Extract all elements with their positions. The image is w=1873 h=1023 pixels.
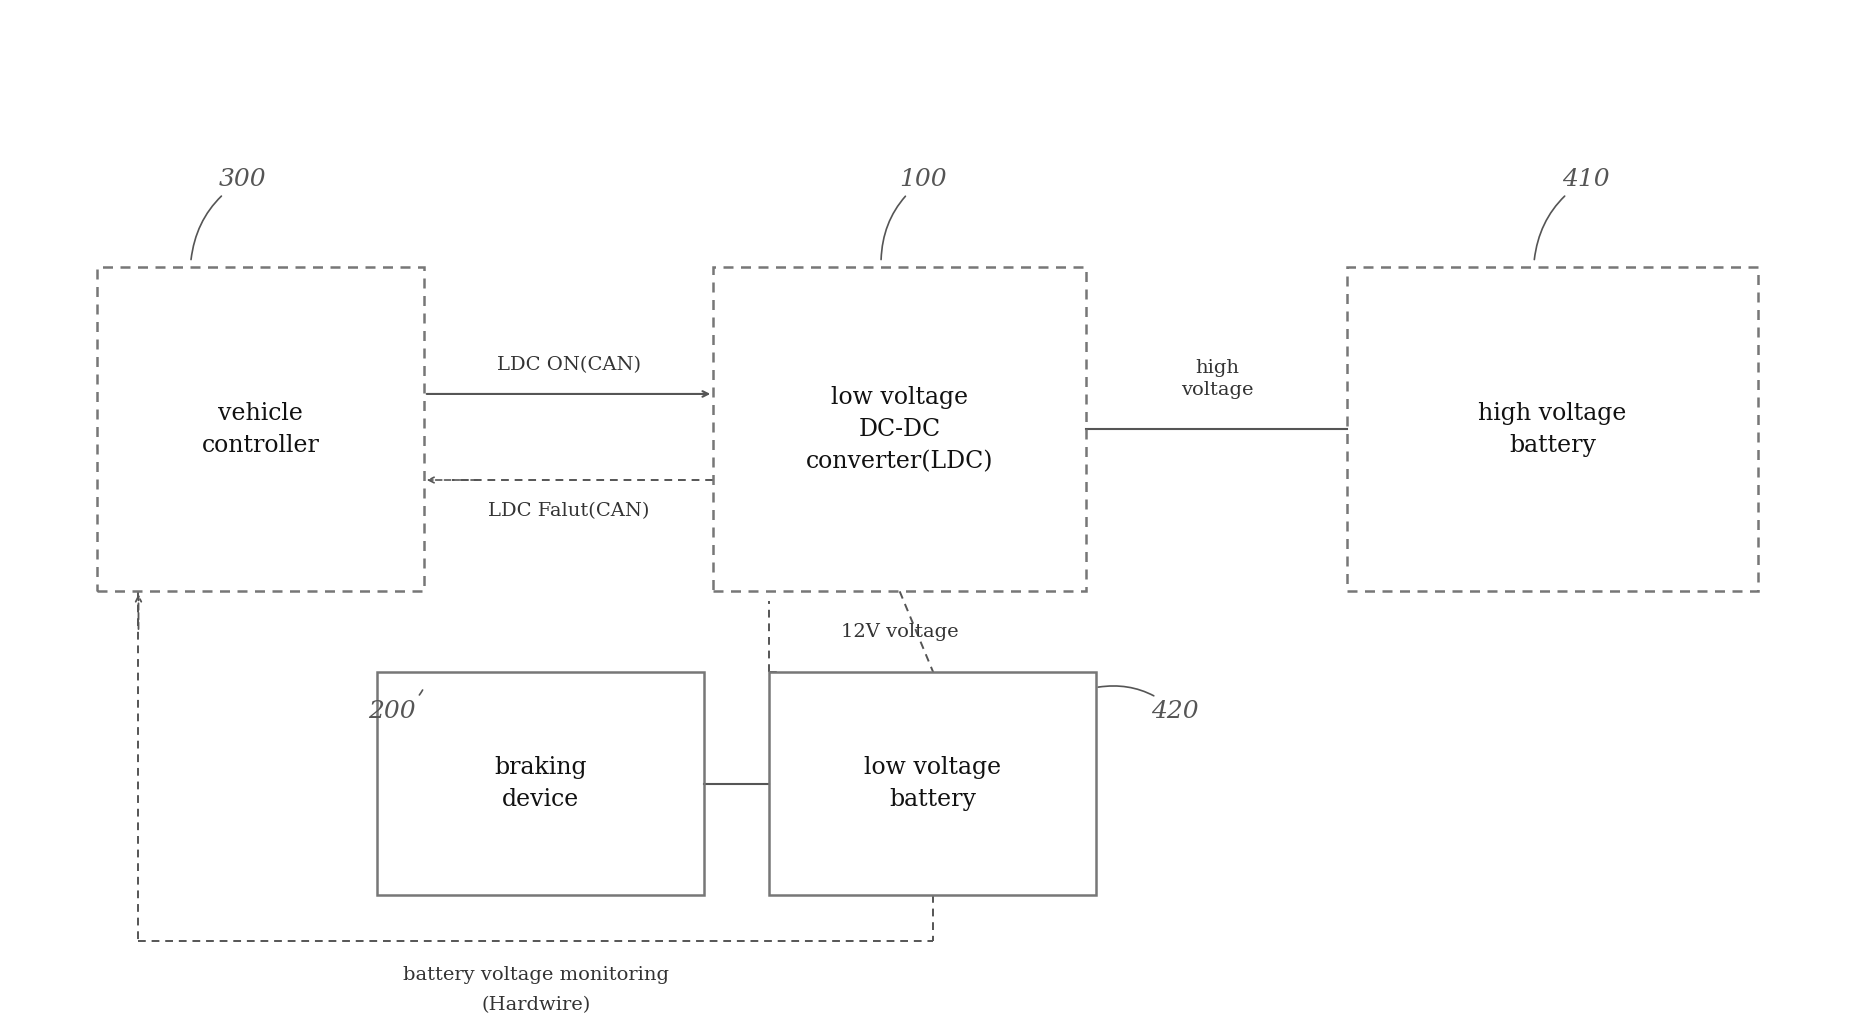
Text: battery voltage monitoring: battery voltage monitoring: [403, 966, 669, 984]
Text: LDC Falut(CAN): LDC Falut(CAN): [487, 502, 648, 521]
Text: 410: 410: [1534, 169, 1609, 260]
Text: vehicle
controller: vehicle controller: [202, 402, 320, 457]
Text: 12V voltage: 12V voltage: [841, 623, 957, 640]
Text: braking
device: braking device: [494, 756, 586, 811]
Text: low voltage
battery: low voltage battery: [863, 756, 1000, 811]
Text: 300: 300: [191, 169, 266, 260]
Text: high voltage
battery: high voltage battery: [1478, 402, 1626, 457]
Text: 200: 200: [367, 690, 423, 723]
Text: 100: 100: [880, 169, 948, 260]
Text: (Hardwire): (Hardwire): [481, 996, 590, 1015]
Text: 420: 420: [1098, 686, 1199, 723]
Text: high
voltage: high voltage: [1180, 359, 1253, 399]
Text: LDC ON(CAN): LDC ON(CAN): [496, 356, 641, 373]
Text: low voltage
DC-DC
converter(LDC): low voltage DC-DC converter(LDC): [805, 386, 993, 473]
